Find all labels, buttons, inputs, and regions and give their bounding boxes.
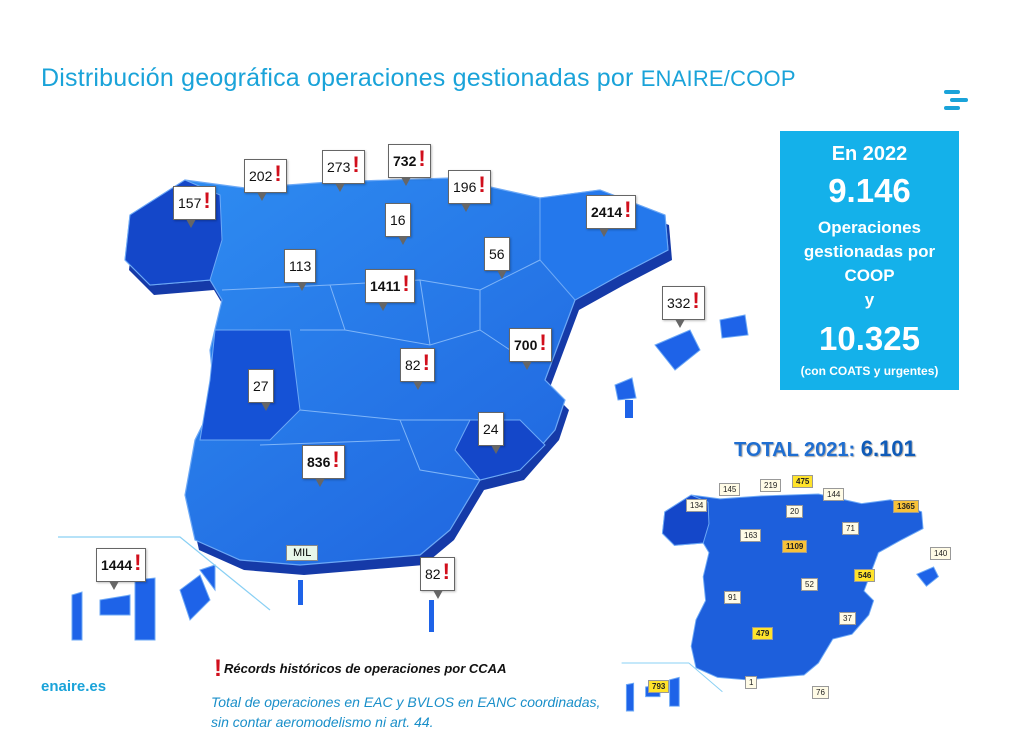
record-legend-text: Récords históricos de operaciones por CC… [224,661,507,676]
callout-melilla: 82! [420,557,455,599]
callout-galicia: 157! [173,186,216,228]
map-2022 [58,177,749,641]
inset-callout: 475 [792,475,814,488]
inset-callout: 52 [801,578,818,591]
callout-castilla-leon: 113 [284,249,317,291]
callout-canarias: 1444! [96,548,147,590]
record-legend: ! Récords históricos de operaciones por C… [214,655,506,683]
record-mark-icon: ! [214,655,222,682]
summary-desc-3: COOP [844,266,895,285]
summary-note: (con COATS y urgentes) [800,364,939,378]
enaire-logo-icon [944,90,968,110]
inset-callout: 91 [724,591,741,604]
title-part3: ENAIRE/COOP [640,66,796,91]
callout-asturias: 202! [244,159,287,201]
callout-cataluna: 2414! [586,195,637,237]
summary-total-all: 10.325 [819,320,920,357]
callout-pais-vasco: 732! [388,144,431,186]
mil-label: MIL [286,545,319,561]
callout-aragon: 56 [484,237,510,279]
callout-madrid: 1411! [365,269,415,311]
summary-desc-1: Operaciones [818,218,921,237]
total-2021-value: 6.101 [860,436,916,461]
inset-callout: 1109 [782,540,808,553]
callout-la-rioja: 16 [385,203,411,245]
inset-callout: 134 [686,499,708,512]
inset-callout: 145 [719,483,741,496]
inset-callout: 793 [648,680,670,693]
summary-year: En 2022 [831,143,908,165]
inset-callout: 76 [812,686,829,699]
page-title: Distribución geográfica operaciones gest… [41,64,796,93]
summary-box: En 2022 9.146 Operaciones gestionadas po… [780,131,959,390]
total-2021: TOTAL 2021: 6.101 [734,436,916,462]
inset-callout: 20 [786,505,803,518]
inset-callout: 71 [842,522,859,535]
inset-callout: 219 [760,479,782,492]
inset-callout: 140 [930,547,952,560]
inset-callout: 1365 [893,500,919,513]
inset-callout: 1 [745,676,758,689]
callout-baleares: 332! [662,286,705,328]
summary-desc-4: y [864,290,875,309]
callout-murcia: 24 [478,412,504,454]
title-part2: operaciones gestionadas por [307,64,634,92]
map-2021 [621,493,940,712]
balearic-islands [614,314,749,401]
canary-islands [71,564,216,641]
summary-total-coop: 9.146 [828,172,911,209]
region-lines [221,259,541,481]
inset-callout: 546 [854,569,876,582]
inset-callout: 37 [839,612,856,625]
inset-callout: 479 [752,627,774,640]
inset-callout: 163 [740,529,762,542]
callout-andalucia: 836! [302,445,345,487]
callout-castilla-la-mancha: 82! [400,348,435,390]
title-part1: Distribución geográfica [41,64,300,92]
total-2021-label: TOTAL 2021: [734,439,856,461]
site-link[interactable]: enaire.es [41,678,107,695]
summary-desc-2: gestionadas por [803,242,936,261]
callout-valencia: 700! [509,328,552,370]
inset-callout: 144 [823,488,845,501]
callout-navarra: 196! [448,170,491,212]
callout-extremadura: 27 [248,369,274,411]
footnote: Total de operaciones en EAC y BVLOS en E… [211,694,601,730]
callout-cantabria: 273! [322,150,365,192]
summary-desc: Operaciones gestionadas por COOP y [780,216,959,312]
